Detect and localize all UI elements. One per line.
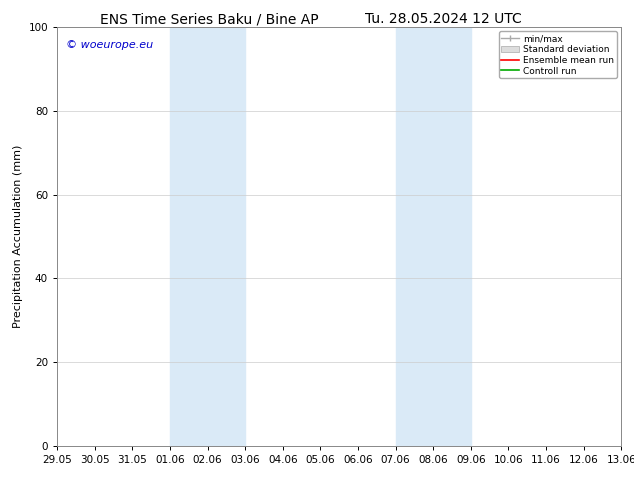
Text: Tu. 28.05.2024 12 UTC: Tu. 28.05.2024 12 UTC	[365, 12, 522, 26]
Bar	[170, 27, 245, 446]
Bar	[396, 27, 471, 446]
Text: © woeurope.eu: © woeurope.eu	[65, 40, 153, 49]
Text: ENS Time Series Baku / Bine AP: ENS Time Series Baku / Bine AP	[100, 12, 318, 26]
Y-axis label: Precipitation Accumulation (mm): Precipitation Accumulation (mm)	[13, 145, 23, 328]
Legend: min/max, Standard deviation, Ensemble mean run, Controll run: min/max, Standard deviation, Ensemble me…	[499, 31, 617, 78]
